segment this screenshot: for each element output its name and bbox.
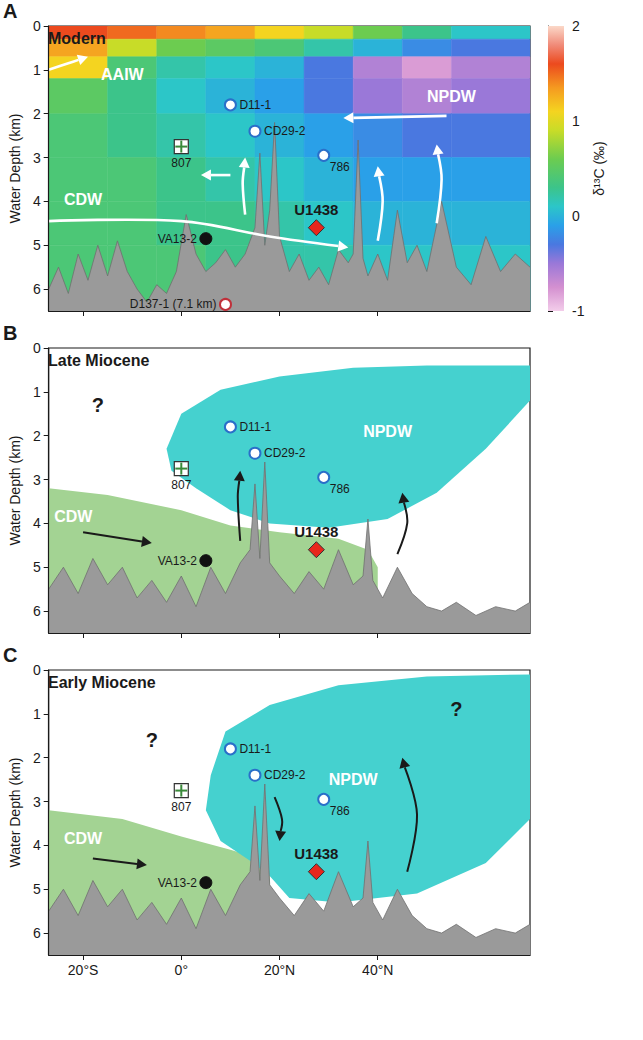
svg-text:6: 6 [33,925,41,941]
svg-text:20°N: 20°N [264,962,295,978]
svg-text:2: 2 [33,106,41,122]
svg-text:807: 807 [171,800,191,814]
svg-text:?: ? [92,394,104,416]
svg-text:786: 786 [330,804,350,818]
svg-text:3: 3 [33,794,41,810]
svg-text:1: 1 [572,113,580,129]
svg-text:0: 0 [33,18,41,34]
svg-text:NPDW: NPDW [363,423,413,440]
svg-text:5: 5 [33,881,41,897]
svg-text:4: 4 [33,515,41,531]
svg-text:6: 6 [33,603,41,619]
svg-text:?: ? [450,698,462,720]
svg-text:A: A [3,0,17,22]
svg-text:NPDW: NPDW [427,88,477,105]
svg-text:3: 3 [33,472,41,488]
svg-text:0: 0 [572,208,580,224]
svg-text:4: 4 [33,193,41,209]
svg-text:6: 6 [33,281,41,297]
svg-text:δ¹³C (‰): δ¹³C (‰) [591,141,607,195]
svg-text:2: 2 [572,18,580,34]
svg-text:Water Depth (km): Water Depth (km) [7,758,23,868]
svg-text:D11-1: D11-1 [239,742,271,756]
svg-text:-1: -1 [572,303,585,319]
svg-text:Water Depth (km): Water Depth (km) [7,114,23,224]
svg-text:D11-1: D11-1 [239,98,271,112]
svg-text:20°S: 20°S [68,962,99,978]
svg-text:Early Miocene: Early Miocene [48,674,156,691]
svg-text:0: 0 [33,662,41,678]
svg-text:VA13-2: VA13-2 [158,232,197,246]
svg-text:D137-1 (7.1 km): D137-1 (7.1 km) [130,297,217,311]
svg-text:5: 5 [33,237,41,253]
svg-text:CDW: CDW [54,508,93,525]
svg-text:807: 807 [171,478,191,492]
svg-text:2: 2 [33,750,41,766]
svg-text:U1438: U1438 [294,845,338,862]
svg-text:U1438: U1438 [294,523,338,540]
svg-text:40°N: 40°N [362,962,393,978]
svg-text:CD29-2: CD29-2 [264,446,306,460]
svg-text:Modern: Modern [48,30,106,47]
svg-text:Late Miocene: Late Miocene [48,352,149,369]
svg-text:D11-1: D11-1 [239,420,271,434]
svg-text:CD29-2: CD29-2 [264,768,306,782]
svg-text:5: 5 [33,559,41,575]
svg-text:CDW: CDW [64,191,103,208]
svg-text:1: 1 [33,706,41,722]
svg-text:786: 786 [330,160,350,174]
svg-text:CD29-2: CD29-2 [264,124,306,138]
svg-text:1: 1 [33,384,41,400]
svg-text:VA13-2: VA13-2 [158,876,197,890]
svg-text:0°: 0° [175,962,188,978]
svg-text:NPDW: NPDW [329,771,379,788]
svg-text:?: ? [146,729,158,751]
svg-text:2: 2 [33,428,41,444]
svg-text:1: 1 [33,62,41,78]
svg-text:VA13-2: VA13-2 [158,554,197,568]
svg-text:3: 3 [33,150,41,166]
svg-text:AAIW: AAIW [101,66,145,83]
svg-text:CDW: CDW [64,830,103,847]
svg-text:4: 4 [33,837,41,853]
svg-text:Water Depth (km): Water Depth (km) [7,436,23,546]
svg-text:786: 786 [330,482,350,496]
svg-text:B: B [3,322,17,344]
svg-text:0: 0 [33,340,41,356]
svg-text:U1438: U1438 [294,201,338,218]
svg-text:807: 807 [171,156,191,170]
svg-text:C: C [3,644,17,666]
